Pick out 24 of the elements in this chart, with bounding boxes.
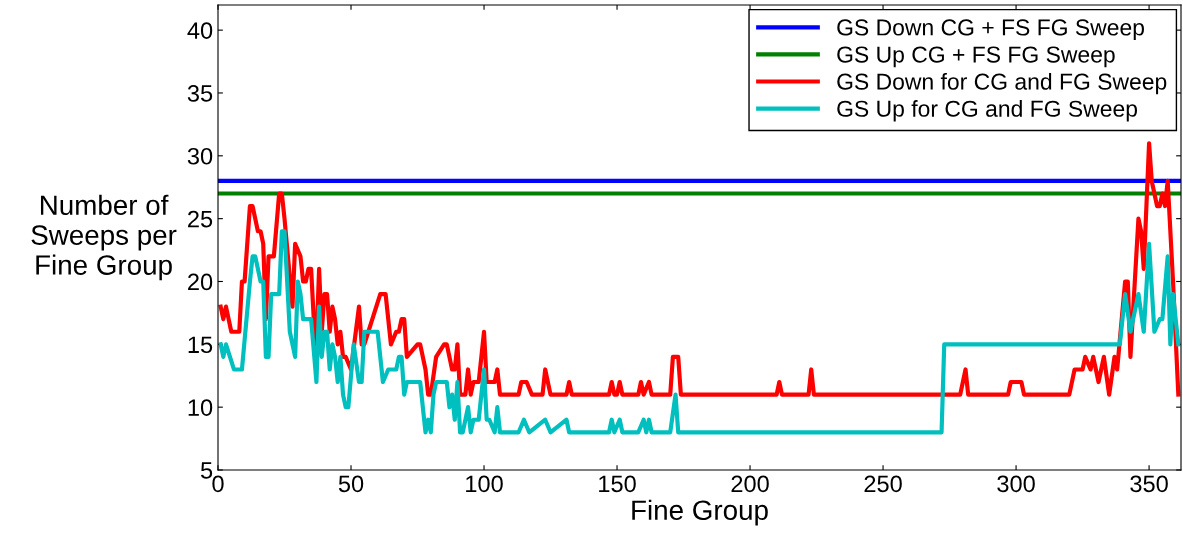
x-tick-label: 200 xyxy=(731,475,769,493)
legend-label: GS Down CG + FS FG Sweep xyxy=(837,19,1144,41)
line-series xyxy=(218,229,1181,435)
legend-label: GS Up CG + FS FG Sweep xyxy=(837,46,1115,68)
x-tick-label: 0 xyxy=(212,475,224,493)
x-tick-label: 300 xyxy=(997,475,1035,493)
y-tick-label: 5 xyxy=(200,462,213,479)
y-tick-label: 15 xyxy=(188,336,213,354)
x-tick-label: 150 xyxy=(599,475,636,493)
y-tick-label: 10 xyxy=(188,399,213,416)
x-axis-title: Fine Group xyxy=(632,499,768,526)
y-tick-label: 35 xyxy=(187,85,213,102)
y-tick-label: 25 xyxy=(188,210,213,228)
line-series xyxy=(218,141,1181,397)
legend-label: GS Up for CG and FG Sweep xyxy=(837,100,1138,122)
y-tick-label: 30 xyxy=(187,147,213,165)
y-axis-title: Number of Sweeps per Fine Group xyxy=(31,194,177,281)
x-tick-label: 50 xyxy=(338,475,364,493)
legend-label: GS Down for CG and FG Sweep xyxy=(837,72,1167,95)
x-tick-label: 100 xyxy=(466,475,503,493)
y-tick-label: 40 xyxy=(187,22,213,39)
x-tick-label: 350 xyxy=(1130,475,1168,493)
x-tick-label: 250 xyxy=(864,475,902,493)
y-tick-label: 20 xyxy=(188,273,213,291)
